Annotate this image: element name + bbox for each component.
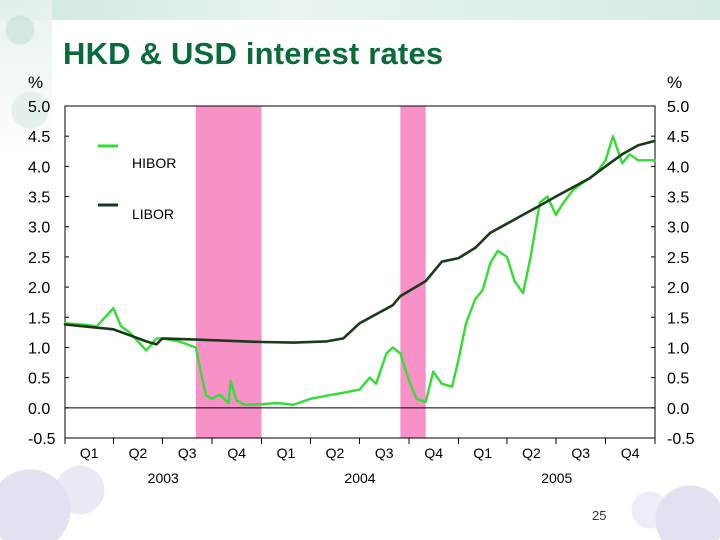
- left-ornament-decoration: [0, 0, 52, 160]
- y-tick-label-right: 1.0: [667, 340, 689, 357]
- y-tick-label-left: 3.0: [28, 220, 50, 237]
- x-year-label: 2004: [344, 470, 375, 486]
- y-tick-label-left: 1.5: [28, 310, 50, 327]
- y-axis-label-right: %: [667, 73, 682, 92]
- x-quarter-label: Q3: [375, 445, 394, 461]
- y-tick-label-left: 0.5: [28, 371, 50, 388]
- x-quarter-label: Q2: [522, 445, 541, 461]
- x-quarter-label: Q4: [424, 445, 443, 461]
- y-tick-label-right: 1.5: [667, 310, 689, 327]
- x-quarter-label: Q3: [178, 445, 197, 461]
- y-tick-label-right: 2.5: [667, 250, 689, 267]
- y-tick-label-left: 2.5: [28, 250, 50, 267]
- y-tick-label-left: 5.0: [28, 99, 50, 116]
- x-quarter-label: Q2: [129, 445, 148, 461]
- y-tick-label-left: -0.5: [28, 431, 56, 448]
- y-tick-label-left: 3.5: [28, 190, 50, 207]
- bottom-left-ornament-decoration: [0, 420, 150, 540]
- x-quarter-label: Q4: [621, 445, 640, 461]
- x-quarter-label: Q1: [80, 445, 99, 461]
- y-tick-label-right: 3.0: [667, 220, 689, 237]
- x-quarter-label: Q3: [571, 445, 590, 461]
- legend-label-hibor: HIBOR: [132, 155, 176, 171]
- y-tick-label-right: -0.5: [667, 431, 695, 448]
- y-tick-label-right: 2.0: [667, 280, 689, 297]
- shaded-period-2: [400, 106, 426, 438]
- series-line-hibor: [63, 134, 656, 406]
- y-axis-label-left: %: [28, 73, 43, 92]
- y-tick-label-right: 0.5: [667, 371, 689, 388]
- x-quarter-label: Q1: [473, 445, 492, 461]
- legend-label-libor: LIBOR: [132, 206, 174, 222]
- y-tick-label-left: 4.5: [28, 129, 50, 146]
- page-title: HKD & USD interest rates: [63, 36, 444, 71]
- page-number: 25: [592, 508, 607, 523]
- bottom-right-ornament-decoration: [610, 460, 720, 540]
- shaded-period-1: [195, 106, 262, 438]
- x-quarter-label: Q2: [326, 445, 345, 461]
- series-line-libor: [63, 139, 656, 346]
- y-tick-label-left: 4.0: [28, 159, 50, 176]
- y-tick-label-left: 0.0: [28, 401, 50, 418]
- x-year-label: 2003: [148, 470, 179, 486]
- y-tick-label-left: 1.0: [28, 340, 50, 357]
- y-tick-label-right: 4.5: [667, 129, 689, 146]
- x-quarter-label: Q4: [227, 445, 246, 461]
- y-tick-label-right: 5.0: [667, 99, 689, 116]
- x-quarter-label: Q1: [277, 445, 296, 461]
- y-tick-label-right: 4.0: [667, 159, 689, 176]
- y-tick-label-left: 2.0: [28, 280, 50, 297]
- y-tick-label-right: 0.0: [667, 401, 689, 418]
- top-border-decoration: [0, 0, 720, 20]
- plot-frame: [64, 105, 656, 439]
- y-tick-label-right: 3.5: [667, 190, 689, 207]
- x-year-label: 2005: [541, 470, 572, 486]
